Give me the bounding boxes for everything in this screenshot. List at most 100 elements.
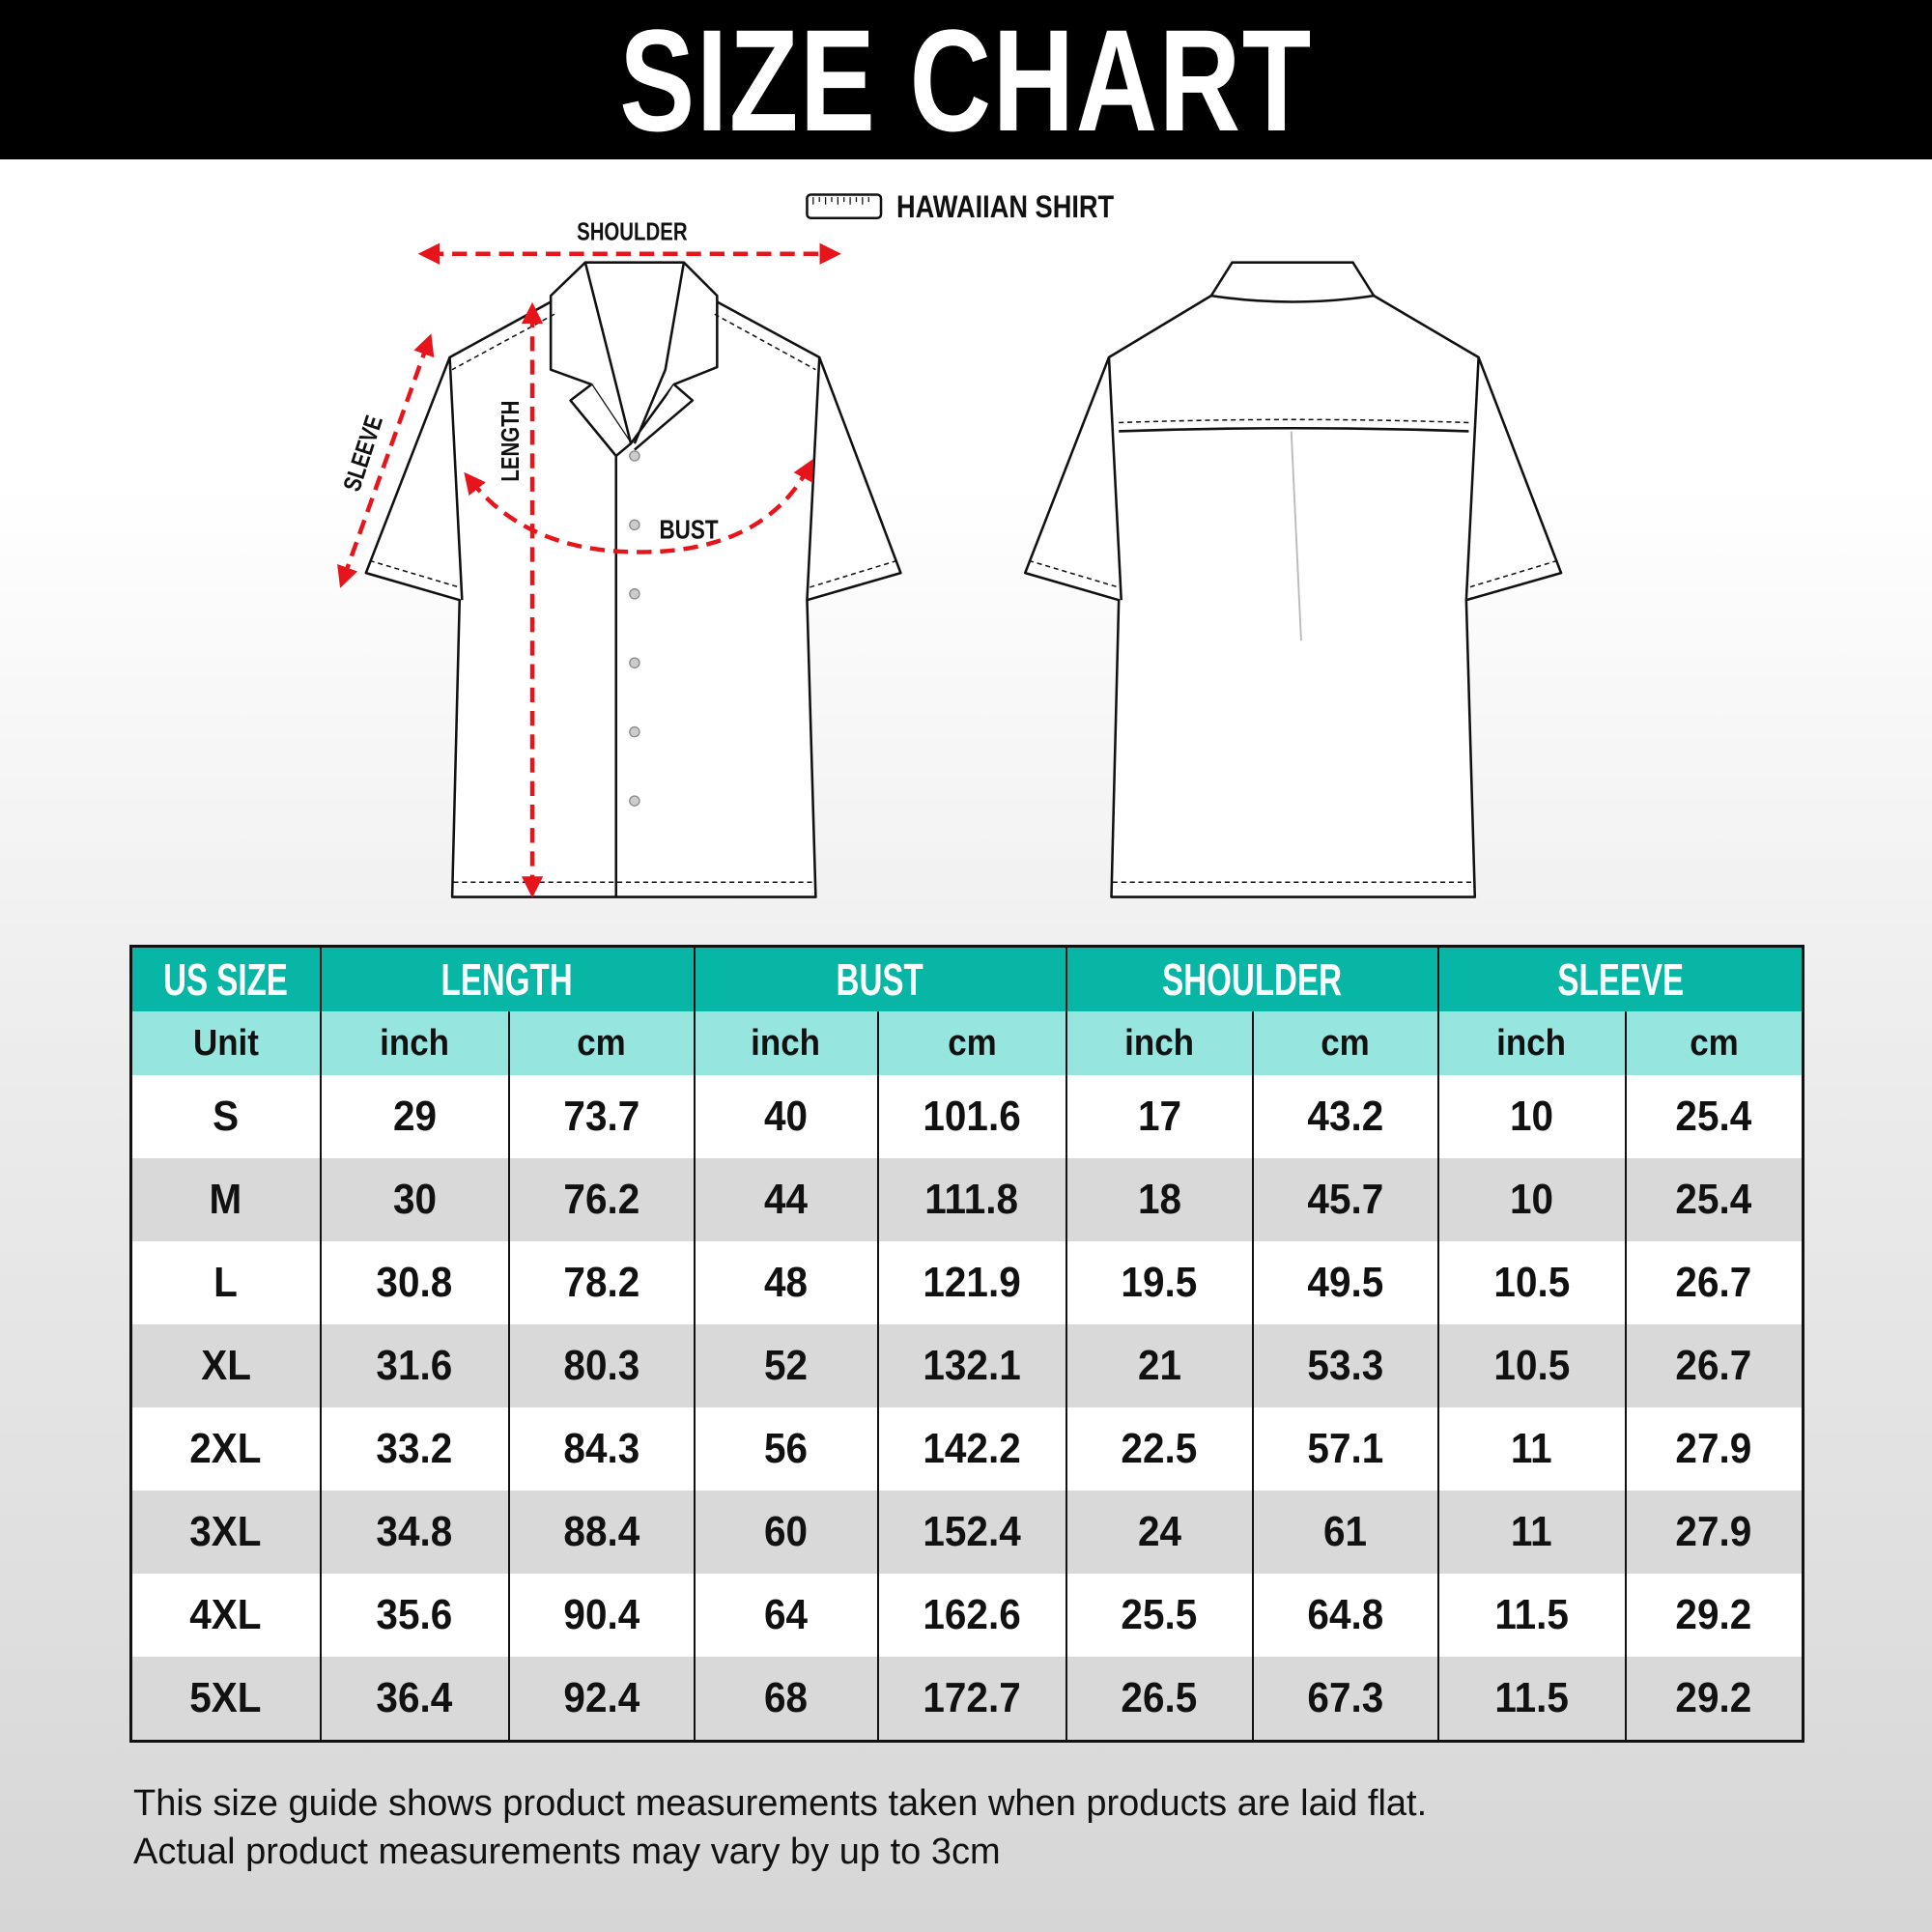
- measurement-cell: 22.5: [1065, 1407, 1254, 1491]
- measurement-cell: 30: [319, 1158, 510, 1241]
- product-name: HAWAIIAN SHIRT: [896, 189, 1115, 224]
- measurement-cell: 67.3: [1251, 1657, 1439, 1742]
- cell-value: 121.9: [923, 1259, 1021, 1306]
- measurement-cell: 35.6: [319, 1574, 510, 1657]
- cell-value: 24: [1137, 1508, 1181, 1555]
- measurement-cell: 61: [1251, 1491, 1439, 1574]
- cell-value: 26.5: [1121, 1674, 1198, 1721]
- cell-value: 67.3: [1307, 1674, 1383, 1721]
- cell-value: M: [209, 1176, 242, 1223]
- cell-value: 56: [763, 1425, 809, 1472]
- cell-value: 172.7: [923, 1674, 1021, 1721]
- cell-value: 11: [1511, 1508, 1552, 1555]
- measurement-cell: 53.3: [1251, 1324, 1439, 1407]
- cell-value: 64: [763, 1591, 809, 1638]
- unit-label: inch: [1496, 1022, 1567, 1064]
- measurement-cell: 121.9: [876, 1241, 1067, 1324]
- cell-value: 90.4: [563, 1591, 639, 1638]
- cell-value: 84.3: [563, 1425, 639, 1472]
- measurement-cell: 21: [1065, 1324, 1254, 1407]
- unit-cell: inch: [319, 1011, 510, 1075]
- cell-value: 25.4: [1675, 1176, 1752, 1223]
- size-cell: 2XL: [129, 1407, 322, 1491]
- footnote: This size guide shows product measuremen…: [133, 1779, 1427, 1876]
- cell-value: 52: [763, 1342, 809, 1389]
- cell-value: XL: [200, 1342, 251, 1389]
- group-header-sleeve: SLEEVE: [1436, 946, 1804, 1011]
- cell-value: 73.7: [563, 1093, 639, 1140]
- measurement-cell: 11.5: [1436, 1574, 1627, 1657]
- cell-value: 10.5: [1493, 1342, 1570, 1389]
- cell-value: 101.6: [923, 1093, 1021, 1140]
- measurement-cell: 84.3: [507, 1407, 696, 1491]
- measurement-cell: 26.7: [1624, 1241, 1804, 1324]
- cell-value: 92.4: [563, 1674, 639, 1721]
- cell-value: S: [213, 1093, 240, 1140]
- cell-value: 4XL: [189, 1591, 262, 1638]
- cell-value: 22.5: [1121, 1425, 1198, 1472]
- measurement-cell: 24: [1065, 1491, 1254, 1574]
- group-header-label: SHOULDER: [1162, 954, 1342, 1005]
- cell-value: 25.4: [1675, 1093, 1752, 1140]
- cell-value: 132.1: [923, 1342, 1021, 1389]
- measurement-cell: 68: [693, 1657, 879, 1742]
- cell-value: 152.4: [923, 1508, 1021, 1555]
- measurement-cell: 34.8: [319, 1491, 510, 1574]
- cell-value: 33.2: [376, 1425, 453, 1472]
- cell-value: 26.7: [1675, 1342, 1752, 1389]
- measurement-cell: 10: [1436, 1158, 1627, 1241]
- unit-row: Unit inch cm inch cm inch cm inch cm: [129, 1011, 1804, 1075]
- measurement-cell: 29.2: [1624, 1574, 1804, 1657]
- unit-cell: cm: [1624, 1011, 1804, 1075]
- front-shirt-drawing: [364, 261, 902, 898]
- measurement-cell: 152.4: [876, 1491, 1067, 1574]
- cell-value: 64.8: [1307, 1591, 1383, 1638]
- cell-value: 29: [392, 1093, 437, 1140]
- cell-value: 142.2: [923, 1425, 1021, 1472]
- table-row: M 30 76.2 44 111.8 18 45.7 10 25.4: [129, 1158, 1804, 1241]
- cell-value: 35.6: [376, 1591, 453, 1638]
- cell-value: 5XL: [189, 1674, 262, 1721]
- cell-value: L: [213, 1259, 239, 1306]
- measurement-cell: 10.5: [1436, 1241, 1627, 1324]
- group-header-us-size: US SIZE: [129, 946, 322, 1011]
- measurement-cell: 27.9: [1624, 1407, 1804, 1491]
- measurement-cell: 44: [693, 1158, 879, 1241]
- measurement-cell: 25.4: [1624, 1075, 1804, 1158]
- cell-value: 26.7: [1675, 1259, 1752, 1306]
- cell-value: 19.5: [1121, 1259, 1198, 1306]
- cell-value: 44: [763, 1176, 809, 1223]
- group-header-label: BUST: [836, 954, 924, 1005]
- measurement-cell: 78.2: [507, 1241, 696, 1324]
- cell-value: 27.9: [1675, 1508, 1752, 1555]
- measurement-cell: 36.4: [319, 1657, 510, 1742]
- header-bar: SIZE CHART: [0, 0, 1932, 159]
- measurement-cell: 45.7: [1251, 1158, 1439, 1241]
- group-header-length: LENGTH: [319, 946, 696, 1011]
- cell-value: 111.8: [924, 1176, 1019, 1223]
- measurement-cell: 25.4: [1624, 1158, 1804, 1241]
- measurement-cell: 26.5: [1065, 1657, 1254, 1742]
- measurement-cell: 25.5: [1065, 1574, 1254, 1657]
- measurement-cell: 48: [693, 1241, 879, 1324]
- unit-label: Unit: [192, 1022, 259, 1064]
- measurement-cell: 29: [319, 1075, 510, 1158]
- measurement-cell: 56: [693, 1407, 879, 1491]
- measurement-cell: 90.4: [507, 1574, 696, 1657]
- measurement-cell: 142.2: [876, 1407, 1067, 1491]
- measurement-cell: 33.2: [319, 1407, 510, 1491]
- cell-value: 68: [763, 1674, 809, 1721]
- cell-value: 17: [1137, 1093, 1181, 1140]
- ruler-icon: [806, 193, 883, 220]
- size-cell: L: [129, 1241, 322, 1324]
- cell-value: 45.7: [1307, 1176, 1383, 1223]
- measurement-cell: 11: [1436, 1491, 1627, 1574]
- cell-value: 78.2: [563, 1259, 639, 1306]
- back-shirt-drawing: [1023, 261, 1563, 898]
- table-row: 5XL 36.4 92.4 68 172.7 26.5 67.3 11.5 29.2: [129, 1657, 1804, 1742]
- cell-value: 162.6: [923, 1591, 1021, 1638]
- footnote-line-2: Actual product measurements may vary by …: [133, 1832, 1001, 1872]
- cell-value: 60: [763, 1508, 809, 1555]
- cell-value: 29.2: [1675, 1674, 1752, 1721]
- table-row: 4XL 35.6 90.4 64 162.6 25.5 64.8 11.5 29.2: [129, 1574, 1804, 1657]
